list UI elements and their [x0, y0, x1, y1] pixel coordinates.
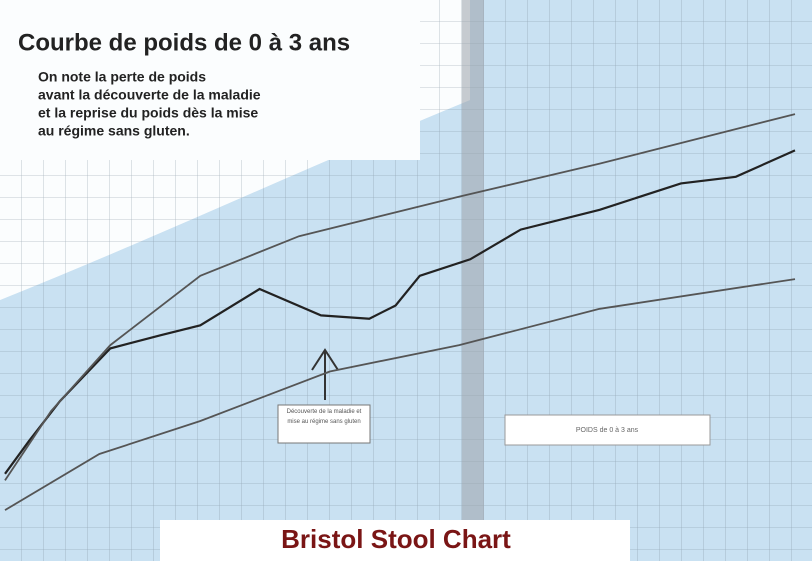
note-line: et la reprise du poids dès la mise [38, 105, 258, 121]
page-fold [462, 0, 484, 561]
chart-title: Courbe de poids de 0 à 3 ans [18, 29, 350, 56]
annotation-holder: Découverte de la maladie et mise au régi… [280, 407, 368, 441]
annotation: Découverte de la maladie et mise au régi… [280, 407, 368, 427]
caption: Bristol Stool Chart [281, 524, 511, 554]
note-line: On note la perte de poids [38, 69, 206, 85]
page: Courbe de poids de 0 à 3 ans On note la … [0, 0, 812, 561]
annotation: POIDS de 0 à 3 ans [576, 427, 639, 434]
chart: Courbe de poids de 0 à 3 ans On note la … [0, 0, 812, 561]
note-line: au régime sans gluten. [38, 123, 190, 139]
note-line: avant la découverte de la maladie [38, 87, 261, 103]
